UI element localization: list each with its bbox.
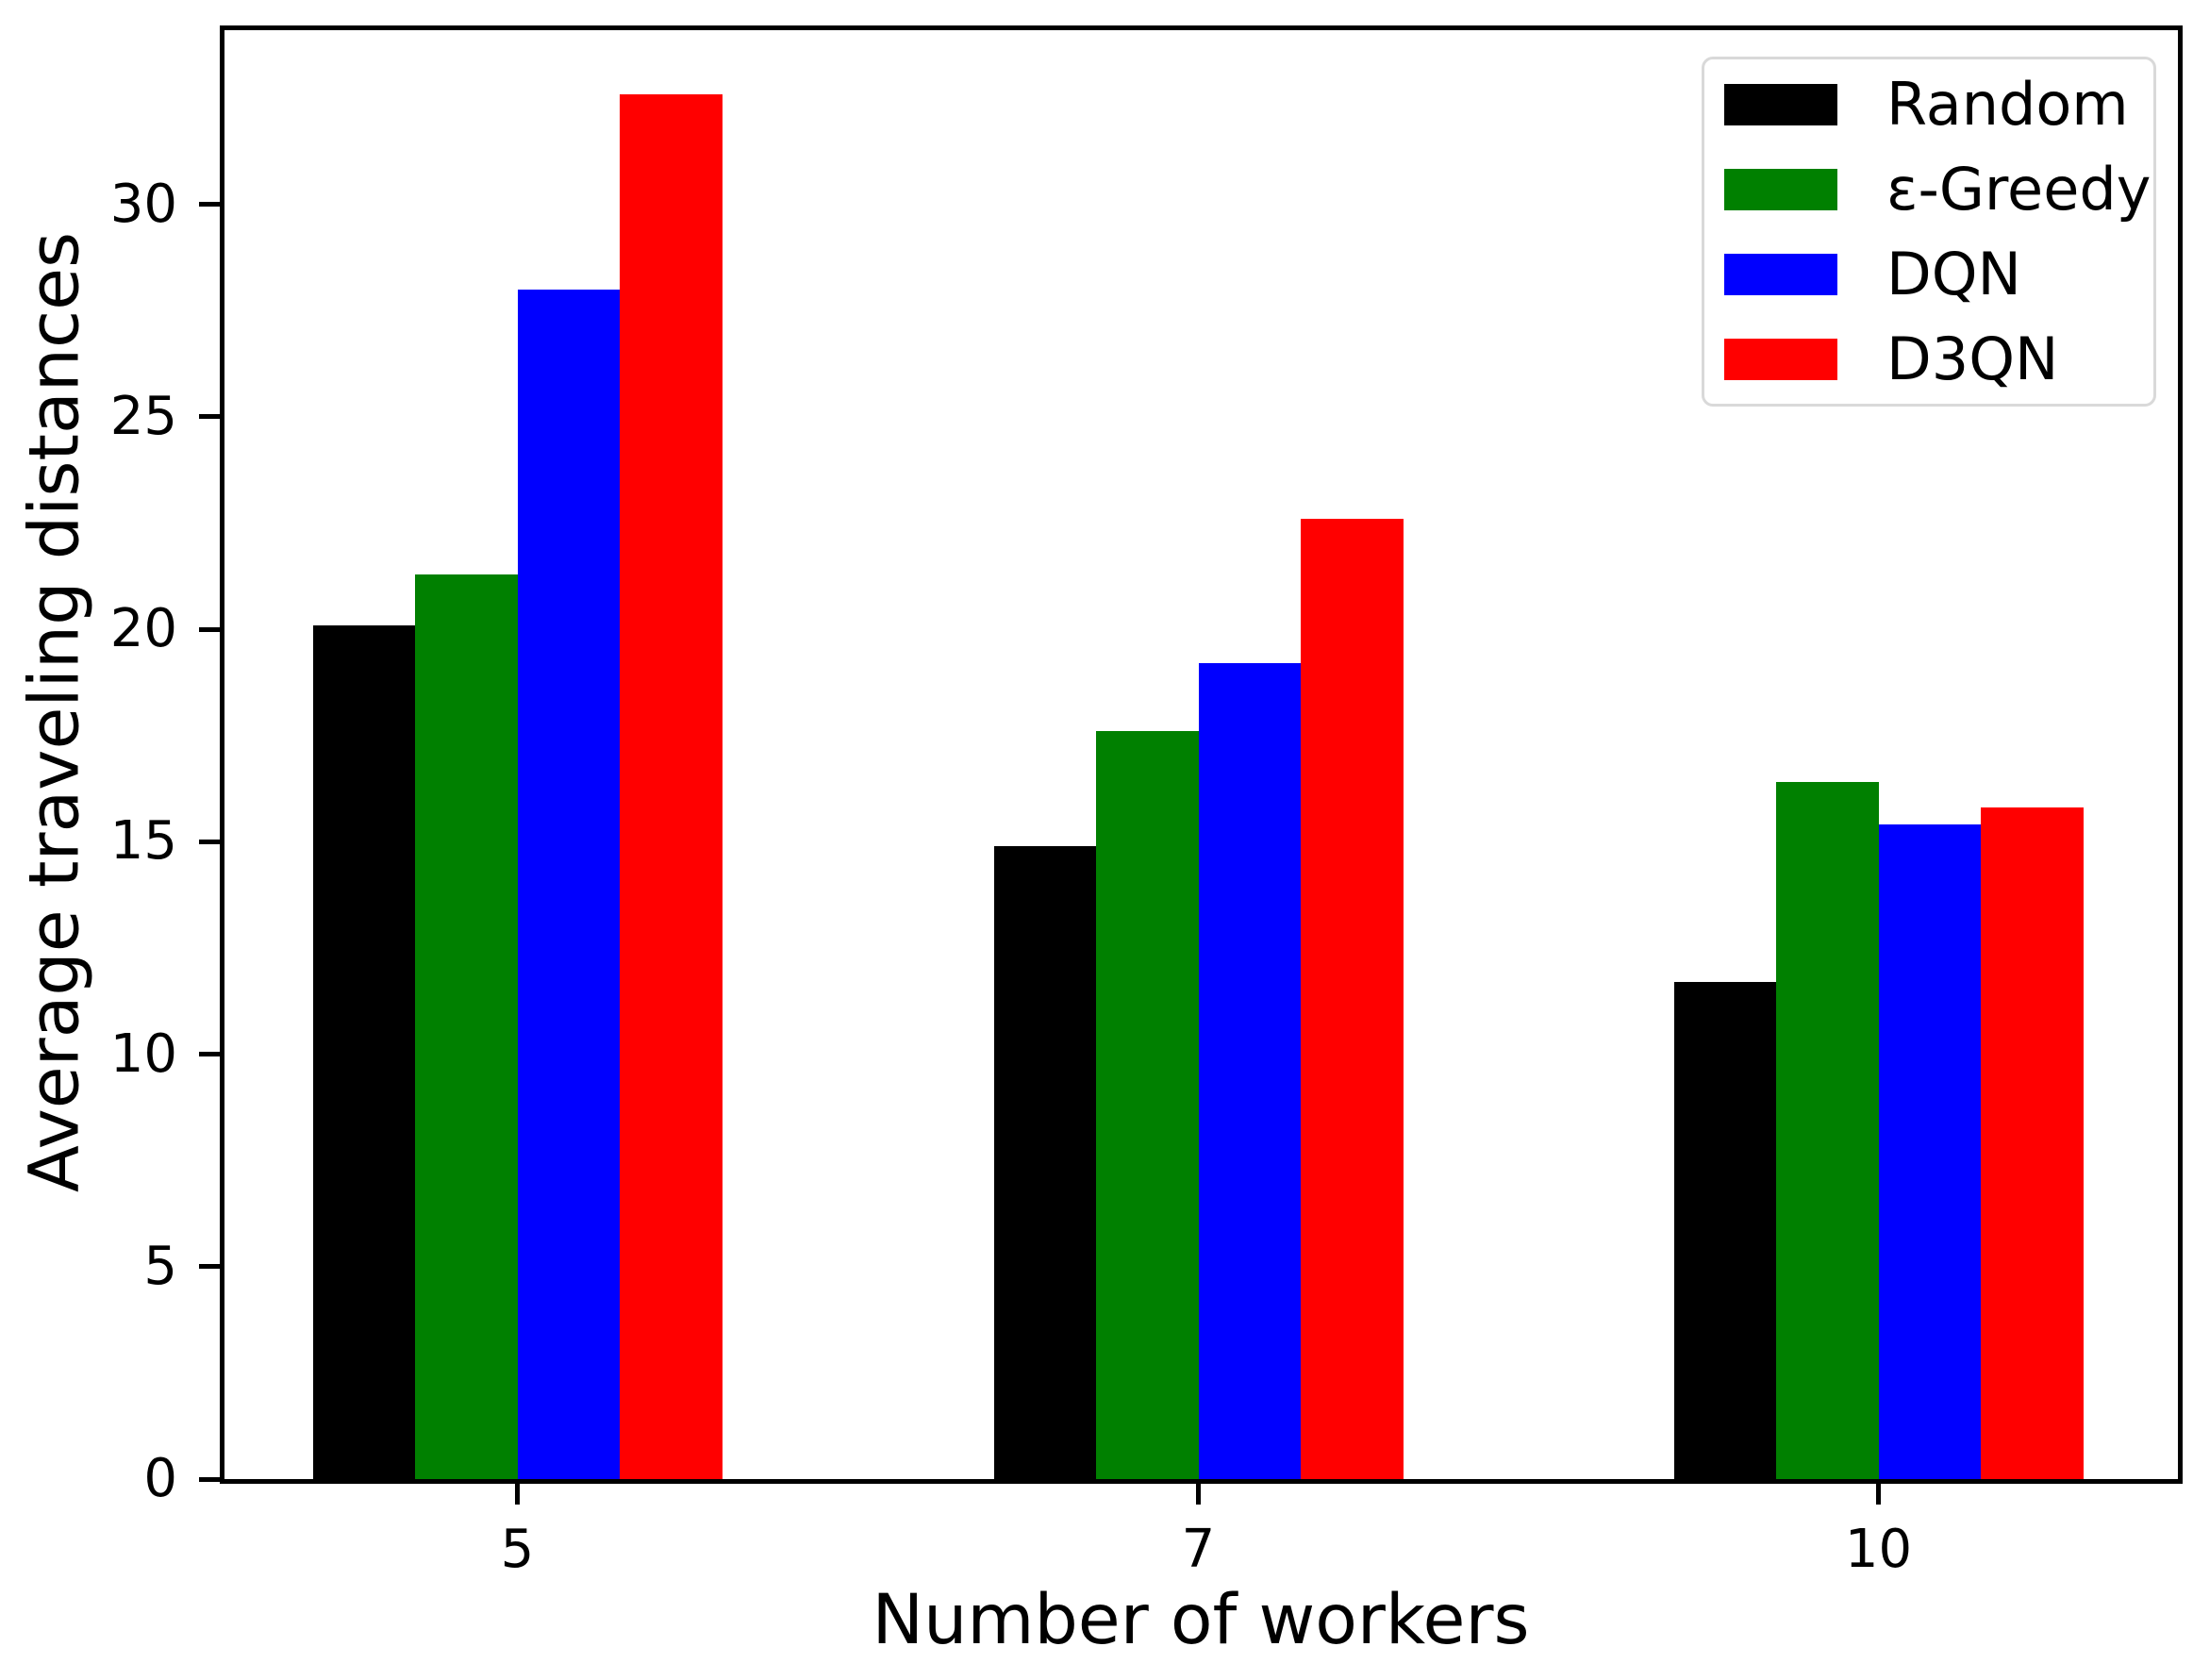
x-tick-label-5: 5: [500, 1519, 535, 1580]
legend-item-ε-Greedy: ε-Greedy: [1704, 147, 2153, 232]
y-tick-label-10: 10: [109, 1023, 177, 1085]
y-tick-0: [199, 1476, 220, 1482]
bar-D3QN-x5: [620, 93, 723, 1479]
legend: Random ε-Greedy DQN D3QN: [1702, 57, 2156, 407]
bar-Random-x7: [993, 845, 1096, 1479]
bar-ε-Greedy-x10: [1776, 782, 1879, 1479]
bar-D3QN-x7: [1301, 519, 1404, 1479]
y-tick-5: [199, 1264, 220, 1270]
legend-swatch-D3QN: [1724, 339, 1837, 380]
x-tick-5: [515, 1479, 520, 1505]
y-tick-15: [199, 839, 220, 844]
y-tick-20: [199, 626, 220, 632]
y-tick-label-20: 20: [109, 598, 177, 660]
y-tick-30: [199, 202, 220, 208]
legend-item-D3QN: D3QN: [1704, 317, 2153, 402]
bar-DQN-x10: [1878, 824, 1981, 1479]
y-tick-label-15: 15: [109, 810, 177, 873]
bar-DQN-x5: [517, 289, 620, 1479]
y-tick-label-5: 5: [143, 1235, 177, 1297]
legend-item-Random: Random: [1704, 62, 2153, 147]
y-tick-label-0: 0: [143, 1448, 177, 1509]
y-axis-label: Average traveling distances: [14, 231, 95, 1193]
bar-ε-Greedy-x7: [1096, 731, 1199, 1479]
x-tick-7: [1196, 1479, 1201, 1505]
x-tick-label-7: 7: [1181, 1519, 1216, 1580]
legend-label-D3QN: D3QN: [1886, 324, 2059, 393]
bar-ε-Greedy-x5: [415, 574, 518, 1479]
y-tick-label-30: 30: [109, 173, 177, 235]
y-tick-10: [199, 1052, 220, 1057]
legend-swatch-ε-Greedy: [1724, 169, 1837, 210]
x-tick-label-10: 10: [1844, 1519, 1913, 1580]
legend-swatch-DQN: [1724, 254, 1837, 295]
bar-D3QN-x10: [1981, 807, 2084, 1479]
legend-item-DQN: DQN: [1704, 232, 2153, 317]
legend-swatch-Random: [1724, 84, 1837, 125]
plot-area: 0 5 10 15 20 25 30 5 7 10 Random ε-Greedy DQN D3QN: [110, 25, 2183, 1579]
legend-label-ε-Greedy: ε-Greedy: [1886, 155, 2151, 224]
legend-label-DQN: DQN: [1886, 240, 2021, 308]
x-axis-label: Number of workers: [872, 1580, 1530, 1660]
y-tick-label-25: 25: [109, 385, 177, 447]
bar-DQN-x7: [1198, 663, 1301, 1479]
x-tick-10: [1876, 1479, 1881, 1505]
legend-label-Random: Random: [1886, 70, 2129, 139]
bar-Random-x5: [312, 624, 415, 1479]
y-tick-25: [199, 414, 220, 420]
bar-Random-x10: [1673, 982, 1776, 1479]
